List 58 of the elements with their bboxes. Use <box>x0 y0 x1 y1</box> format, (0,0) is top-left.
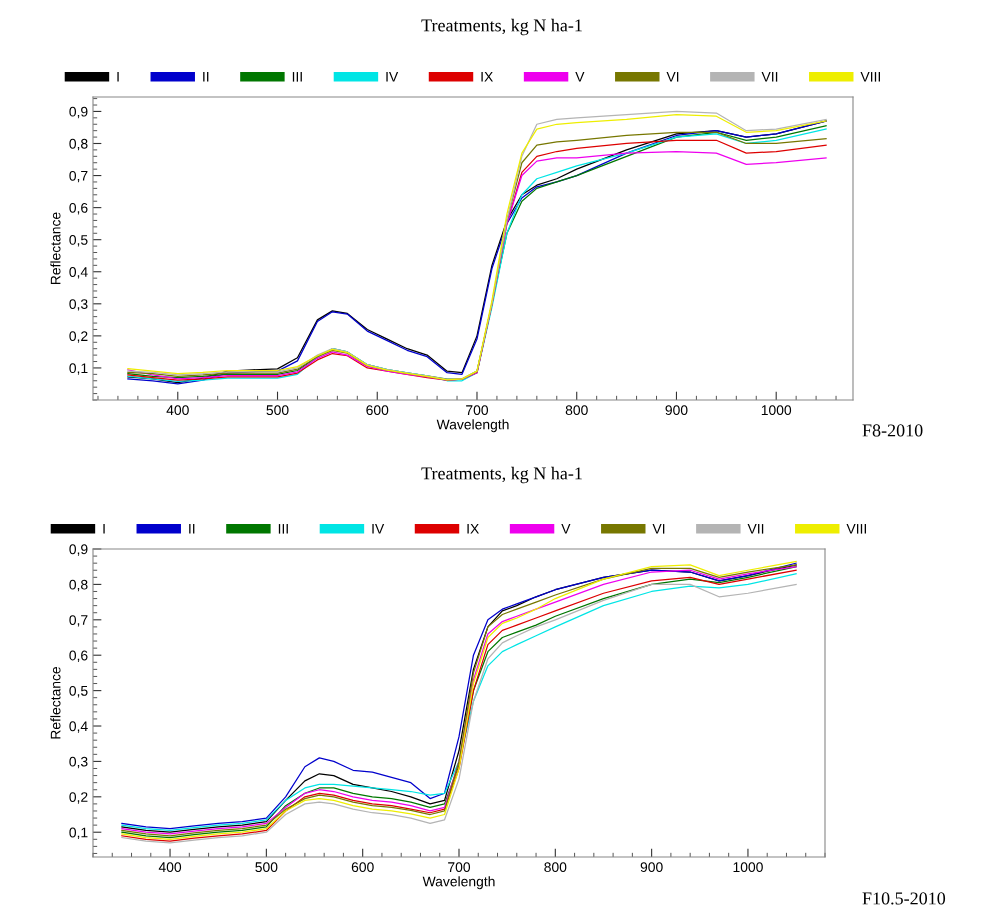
legend-label: VIII <box>846 524 866 534</box>
y-tick-label: 0,7 <box>69 170 88 183</box>
y-axis-title: Reflectance <box>50 212 61 285</box>
text: F8-2010 <box>862 424 923 437</box>
y-axis-title: Reflectance <box>50 666 61 739</box>
legend-label: V <box>561 524 571 534</box>
y-tick-label: 0,5 <box>69 685 88 698</box>
x-axis-title: Wavelength <box>422 876 495 890</box>
text: F10.5-2010 <box>862 892 946 905</box>
y-tick-label: 0,8 <box>69 579 88 592</box>
y-tick-label: 0,1 <box>69 827 88 840</box>
x-tick-label: 500 <box>266 405 289 416</box>
x-axis-title: Wavelength <box>436 419 509 433</box>
chart-title: Treatments, kg N ha-1 <box>421 18 582 36</box>
y-tick-label: 0,9 <box>69 544 88 556</box>
legend-label: VIII <box>860 72 880 82</box>
y-tick-label: 0,6 <box>69 202 88 215</box>
x-tick-label: 600 <box>351 862 374 873</box>
x-tick-label: 900 <box>665 405 688 416</box>
y-tick-label: 0,9 <box>69 106 88 119</box>
x-tick-label: 700 <box>466 405 489 416</box>
legend-label: VI <box>652 524 665 534</box>
legend-label: VII <box>747 524 764 534</box>
y-tick-label: 0,2 <box>69 792 88 804</box>
legend-label: IV <box>386 72 399 82</box>
legend-label: IX <box>481 72 493 82</box>
legend-label: IV <box>372 524 385 534</box>
legend-label: II <box>203 72 209 82</box>
x-tick-label: 400 <box>158 862 182 873</box>
legend-label: III <box>292 72 302 82</box>
y-tick-label: 0,4 <box>69 267 88 279</box>
legend-label: II <box>189 524 195 534</box>
legend-label: IX <box>467 524 479 534</box>
x-tick-label: 800 <box>544 862 567 873</box>
x-tick-label: 800 <box>565 405 588 416</box>
x-tick-label: 600 <box>366 405 389 416</box>
legend-label: I <box>117 72 119 82</box>
legend-label: VII <box>761 72 778 82</box>
y-tick-label: 0,3 <box>69 756 88 769</box>
x-tick-label: 400 <box>166 405 189 416</box>
chart-title: Treatments, kg N ha-1 <box>421 466 582 484</box>
y-tick-label: 0,7 <box>69 615 88 627</box>
y-tick-label: 0,8 <box>69 138 88 151</box>
x-tick-label: 700 <box>448 862 471 873</box>
legend-label: III <box>278 524 288 534</box>
x-tick-label: 900 <box>640 862 663 873</box>
x-tick-label: 1000 <box>761 405 792 416</box>
y-tick-label: 0,5 <box>69 235 88 247</box>
y-tick-label: 0,1 <box>69 363 88 375</box>
legend-label: VI <box>666 72 679 82</box>
y-tick-label: 0,6 <box>69 650 88 663</box>
x-tick-label: 500 <box>255 862 278 873</box>
y-tick-label: 0,4 <box>69 721 88 733</box>
x-tick-label: 1000 <box>733 862 763 873</box>
y-tick-label: 0,3 <box>69 299 88 311</box>
legend-label: V <box>575 72 585 82</box>
legend-label: I <box>103 524 105 534</box>
y-tick-label: 0,2 <box>69 331 88 343</box>
